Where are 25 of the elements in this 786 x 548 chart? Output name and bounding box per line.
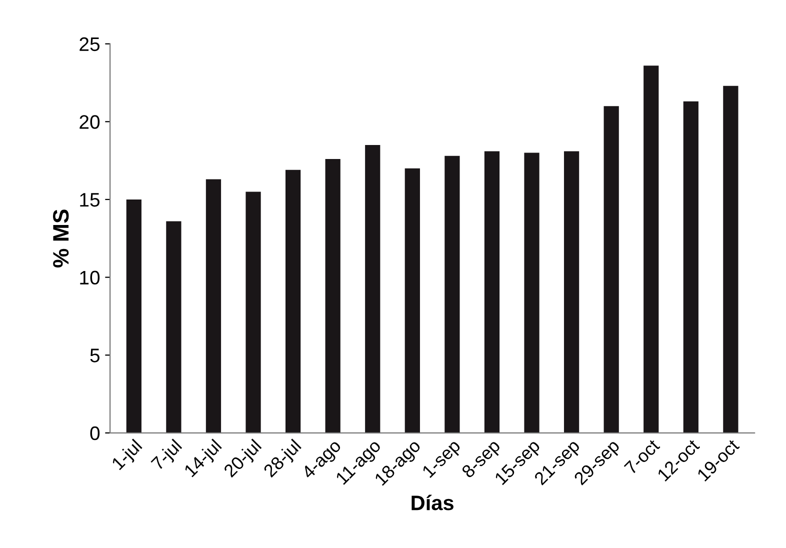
y-tick-label: 20 bbox=[80, 115, 100, 129]
y-tick-label: 5 bbox=[90, 348, 100, 362]
bar bbox=[683, 101, 698, 433]
bar bbox=[564, 151, 580, 433]
bar bbox=[604, 106, 619, 433]
bar bbox=[524, 152, 540, 433]
y-axis-title: % MS bbox=[53, 210, 69, 268]
bar bbox=[166, 221, 182, 433]
y-tick-label: 25 bbox=[80, 37, 100, 52]
y-tick-label: 10 bbox=[80, 270, 100, 285]
y-tick-label: 0 bbox=[90, 426, 100, 440]
bar bbox=[365, 145, 380, 433]
bar bbox=[444, 156, 460, 433]
bar bbox=[246, 192, 261, 433]
bar bbox=[723, 86, 738, 433]
bar bbox=[206, 179, 222, 433]
x-axis-title: Días bbox=[412, 494, 454, 510]
bar bbox=[325, 159, 340, 433]
y-tick-label: 15 bbox=[80, 193, 100, 207]
bar bbox=[404, 168, 420, 433]
bar bbox=[285, 170, 301, 433]
bar bbox=[644, 66, 659, 433]
x-tick-label: 7-jul bbox=[150, 438, 185, 474]
bar bbox=[126, 199, 142, 433]
bar bbox=[484, 151, 500, 433]
